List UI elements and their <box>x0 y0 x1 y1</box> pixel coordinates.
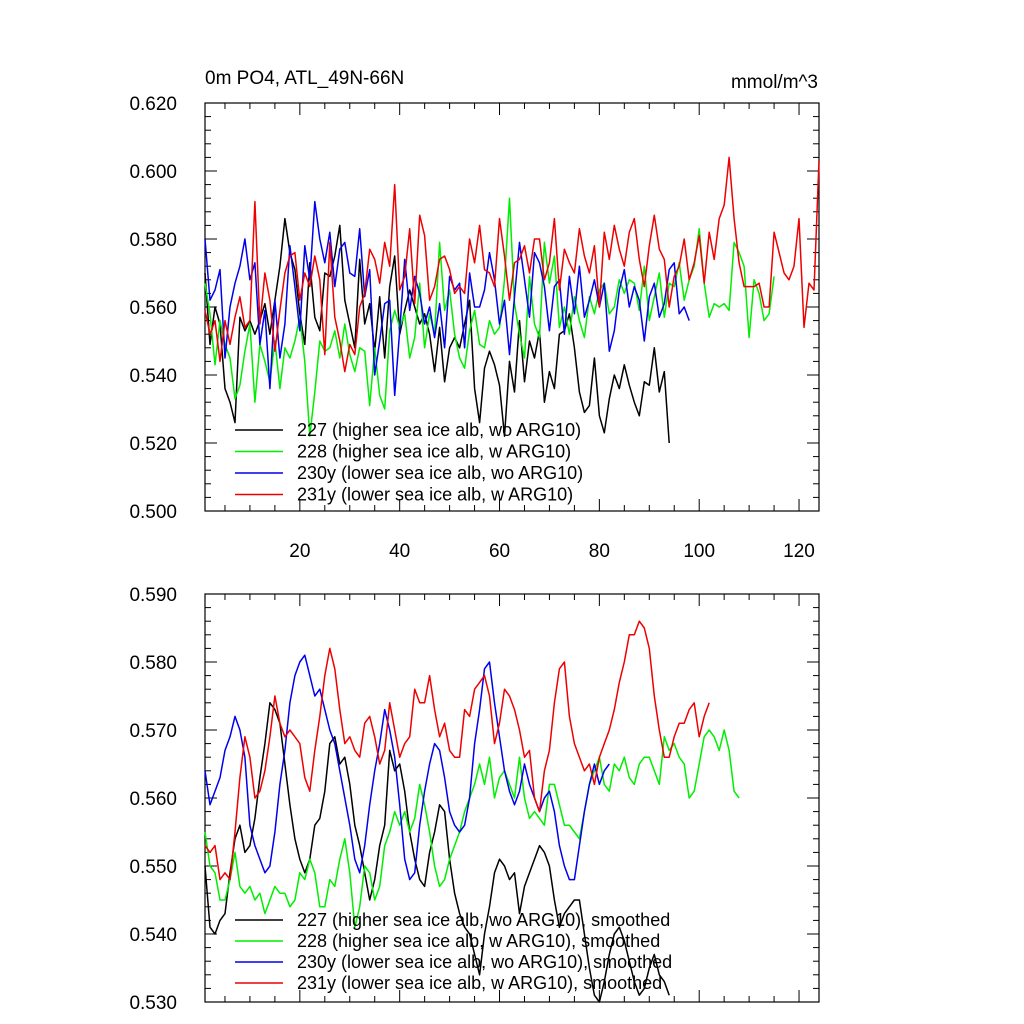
bottom-legend-label-0: 227 (higher sea ice alb, wo ARG10), smoo… <box>297 910 670 930</box>
top-x-tick-label: 100 <box>683 541 715 562</box>
bottom-panel: 0.530 0.540 0.550 0.560 0.570 0.580 0.590 227 … <box>129 585 820 1014</box>
top-y-tick-label: 0.560 <box>129 298 177 319</box>
top-panel-title: 0m PO4, ATL_49N-66N <box>205 68 404 89</box>
top-y-tick-label: 0.580 <box>129 230 177 251</box>
bottom-y-tick-label: 0.570 <box>129 721 177 742</box>
top-x-tick-label: 120 <box>783 541 815 562</box>
top-panel-units: mmol/m^3 <box>731 72 818 93</box>
top-panel: 0m PO4, ATL_49N-66N mmol/m^3 0.5000.5200… <box>129 68 820 562</box>
top-legend-label-0: 227 (higher sea ice alb, wo ARG10) <box>297 420 581 440</box>
top-y-tick-label: 0.500 <box>129 502 177 523</box>
bottom-y-tick-label: 0.530 <box>129 993 177 1014</box>
top-tick-marks <box>205 102 819 512</box>
bottom-legend-label-2: 230y (lower sea ice alb, wo ARG10), smoo… <box>297 952 672 972</box>
top-series-line-0 <box>204 217 670 444</box>
top-series-lines <box>204 156 820 444</box>
top-series-line-3 <box>204 156 820 373</box>
top-y-tick-label: 0.620 <box>129 94 177 115</box>
top-legend: 227 (higher sea ice alb, wo ARG10)228 (h… <box>235 420 583 505</box>
top-y-tick-label: 0.600 <box>129 162 177 183</box>
bottom-series-line-2 <box>204 654 610 881</box>
bottom-series-line-1 <box>204 729 740 928</box>
bottom-legend-label-1: 228 (higher sea ice alb, w ARG10), smoot… <box>297 931 660 951</box>
top-y-tick-label: 0.540 <box>129 366 177 387</box>
bottom-y-tick-label: 0.540 <box>129 925 177 946</box>
top-y-tick-label: 0.520 <box>129 434 177 455</box>
top-x-tick-label: 80 <box>589 541 610 562</box>
top-x-tick-label: 40 <box>389 541 410 562</box>
top-x-tick-labels: 20 40 60 80 100 120 <box>289 541 815 562</box>
top-series-line-2 <box>204 200 690 397</box>
bottom-y-tick-label: 0.560 <box>129 789 177 810</box>
bottom-y-tick-labels: 0.530 0.540 0.550 0.560 0.570 0.580 0.590 <box>129 585 177 1014</box>
bottom-y-tick-label: 0.550 <box>129 857 177 878</box>
bottom-y-tick-label: 0.580 <box>129 653 177 674</box>
bottom-series-line-3 <box>204 620 710 881</box>
bottom-y-tick-label: 0.590 <box>129 585 177 606</box>
top-x-tick-label: 60 <box>489 541 510 562</box>
top-x-tick-label: 20 <box>289 541 310 562</box>
bottom-series-lines <box>204 620 740 1003</box>
top-legend-label-1: 228 (higher sea ice alb, w ARG10) <box>297 442 571 462</box>
top-legend-label-2: 230y (lower sea ice alb, wo ARG10) <box>297 463 583 483</box>
bottom-series-line-0 <box>204 702 670 1003</box>
bottom-legend: 227 (higher sea ice alb, wo ARG10), smoo… <box>235 910 672 993</box>
top-y-tick-labels: 0.500 0.520 0.540 0.560 0.580 0.600 0.620 <box>129 94 177 523</box>
bottom-legend-label-3: 231y (lower sea ice alb, w ARG10), smoot… <box>297 973 662 993</box>
top-legend-label-3: 231y (lower sea ice alb, w ARG10) <box>297 485 573 505</box>
